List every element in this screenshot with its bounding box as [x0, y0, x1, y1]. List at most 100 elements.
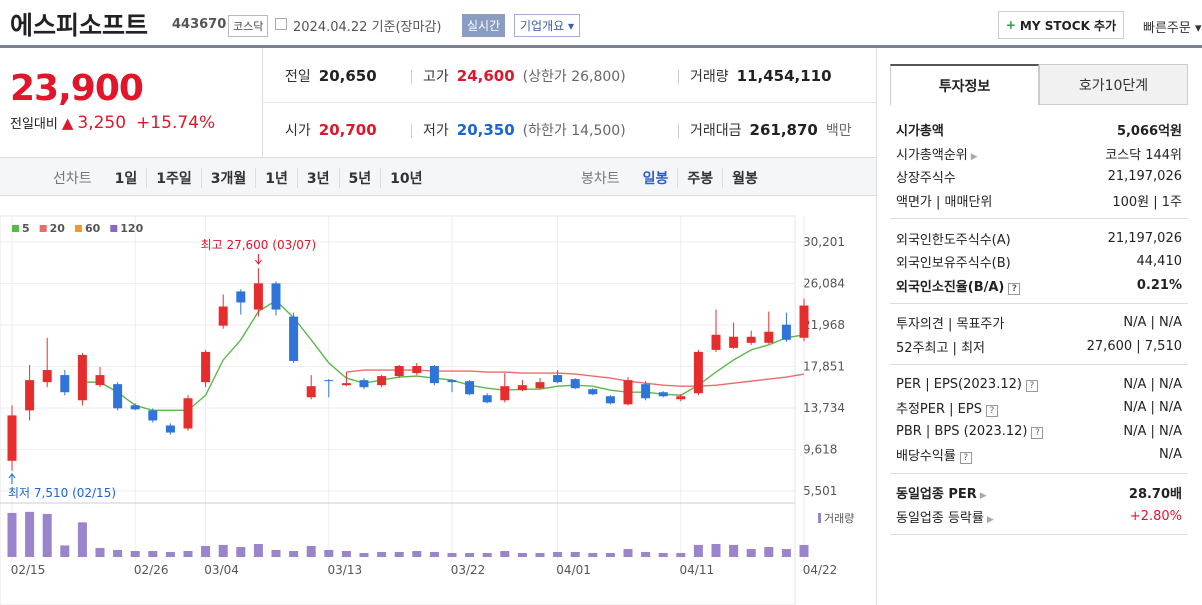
quote-separator — [678, 70, 679, 84]
volume-bar — [236, 547, 246, 557]
candle-body — [7, 415, 17, 461]
info-value: N/A | N/A — [1123, 315, 1182, 331]
period-button[interactable]: 10년 — [380, 168, 431, 188]
info-label: 외국인한도주식수(A) — [896, 232, 1011, 248]
candle-body — [165, 425, 175, 433]
quick-order[interactable]: 빠른주문 ▾ — [1143, 21, 1202, 36]
period-button[interactable]: 5년 — [338, 168, 381, 188]
period-button[interactable]: 1년 — [255, 168, 297, 188]
volume-bar — [570, 551, 580, 557]
quote-label: 고가 — [423, 69, 449, 85]
info-tab[interactable]: 호가10단계 — [1039, 64, 1188, 105]
info-value: 27,600 | 7,510 — [1086, 339, 1182, 355]
legend-swatch — [110, 225, 118, 232]
period-button[interactable]: 3년 — [296, 168, 339, 188]
period-button[interactable]: 1일 — [114, 171, 138, 187]
change-label: 전일대비 — [10, 117, 58, 132]
legend-swatch — [39, 225, 47, 232]
quote-separator — [678, 124, 679, 138]
candle-body — [482, 395, 492, 403]
current-price: 23,900 — [10, 68, 144, 109]
volume-bar — [148, 551, 158, 557]
info-value: N/A | N/A — [1123, 423, 1182, 439]
realtime-button[interactable]: 실시간 — [462, 14, 506, 37]
line-periods: 선차트 1일 1주일 3개월 1년 3년 5년 10년 — [44, 168, 432, 188]
info-label-wrap: 외국인보유주식수(B) — [896, 252, 1011, 271]
volume-bar — [218, 544, 228, 557]
candle-body — [236, 291, 246, 303]
info-value: 21,197,026 — [1107, 230, 1182, 246]
info-row: 배당수익률? N/A — [896, 443, 1182, 467]
change-line: 전일대비 ▲ 3,250 +15.74% — [10, 113, 215, 133]
y-tick-label: 26,084 — [803, 277, 845, 291]
candle-period-button[interactable]: 일봉 — [642, 171, 669, 187]
info-label-wrap: 동일업종 PER ▶ — [896, 483, 987, 502]
info-label: 배당수익률 — [896, 449, 956, 465]
quote-value: 20,700 — [318, 121, 377, 139]
volume-bar — [553, 551, 563, 557]
volume-bar — [42, 513, 52, 557]
info-label: 시가총액 — [896, 124, 944, 140]
help-icon[interactable]: ? — [1031, 426, 1044, 439]
volume-bar — [781, 549, 791, 557]
candle-body — [676, 396, 686, 400]
overview-button[interactable]: 기업개요 ▾ — [514, 14, 581, 37]
volume-bar — [359, 553, 369, 557]
volume-bar — [676, 553, 686, 557]
candle-period-button[interactable]: 월봉 — [722, 168, 767, 188]
info-label-wrap: 동일업종 등락률 ▶ — [896, 507, 994, 526]
my-stock-text: MY STOCK 추가 — [1019, 18, 1117, 33]
volume-legend-swatch — [818, 513, 821, 523]
market-badge: 코스닥 — [228, 15, 269, 37]
info-row: PBR | BPS (2023.12)? N/A | N/A — [896, 420, 1182, 444]
volume-bar — [77, 522, 87, 557]
volume-bar — [517, 553, 527, 557]
overview-text: 기업개요 — [520, 19, 565, 33]
quick-order-text: 빠른주문 — [1143, 21, 1191, 36]
info-row: 외국인한도주식수(A) 21,197,026 — [896, 226, 1182, 250]
info-value: N/A — [1159, 447, 1182, 463]
volume-bar — [253, 543, 263, 557]
volume-bar — [25, 511, 35, 557]
candle-period-button[interactable]: 주봉 — [677, 168, 722, 188]
help-icon[interactable]: ? — [985, 405, 998, 418]
volume-bar — [500, 551, 510, 557]
my-stock-button[interactable]: + MY STOCK 추가 — [998, 11, 1124, 39]
volume-bar — [130, 551, 140, 557]
period-button[interactable]: 1주일 — [146, 168, 201, 188]
quote-cell: 고가 24,600 (상한가 26,800) — [423, 66, 626, 86]
volume-bar — [465, 553, 475, 557]
info-label-wrap: PBR | BPS (2023.12)? — [896, 424, 1044, 439]
volume-bar — [306, 545, 316, 557]
candle-body — [359, 380, 369, 388]
info-tab[interactable]: 투자정보 — [890, 64, 1039, 105]
help-icon[interactable]: ? — [1025, 379, 1038, 392]
y-tick-label: 13,734 — [803, 401, 845, 415]
candle-body — [693, 351, 703, 394]
info-section: 동일업종 PER ▶ 28.70배 동일업종 등락률 ▶ +2.80% — [890, 472, 1188, 534]
up-triangle: ▲ — [61, 114, 74, 132]
volume-bar — [324, 549, 334, 557]
period-button[interactable]: 3개월 — [200, 168, 256, 188]
candle-periods: 봉차트 일봉 주봉 월봉 — [572, 168, 767, 188]
quote-value: 20,350 — [456, 121, 515, 139]
volume-bar — [377, 551, 387, 557]
info-row: 투자의견 | 목표주가 N/A | N/A — [896, 311, 1182, 335]
help-icon[interactable]: ? — [1008, 282, 1021, 295]
info-label: 외국인소진율(B/A) — [896, 279, 1005, 295]
stock-code: 443670 — [172, 17, 227, 32]
help-icon[interactable]: ? — [959, 452, 972, 465]
low-arrow — [8, 473, 16, 484]
info-label-wrap: 상장주식수 — [896, 167, 956, 186]
candle-body — [605, 396, 615, 404]
info-label: 시가총액순위 — [896, 147, 968, 163]
x-tick-label: 04/11 — [680, 563, 715, 577]
candle-body — [447, 380, 457, 383]
quote-cell: 전일 20,650 — [285, 66, 377, 86]
quote-value: 24,600 — [456, 67, 515, 85]
info-label: 외국인보유주식수(B) — [896, 256, 1011, 272]
volume-bar — [764, 547, 774, 557]
quote-separator — [411, 124, 412, 138]
